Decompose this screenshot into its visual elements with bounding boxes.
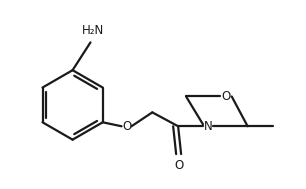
Text: H₂N: H₂N <box>82 24 105 37</box>
Text: O: O <box>174 160 184 173</box>
Text: O: O <box>221 90 230 103</box>
Text: N: N <box>203 120 212 133</box>
Text: O: O <box>122 120 131 133</box>
